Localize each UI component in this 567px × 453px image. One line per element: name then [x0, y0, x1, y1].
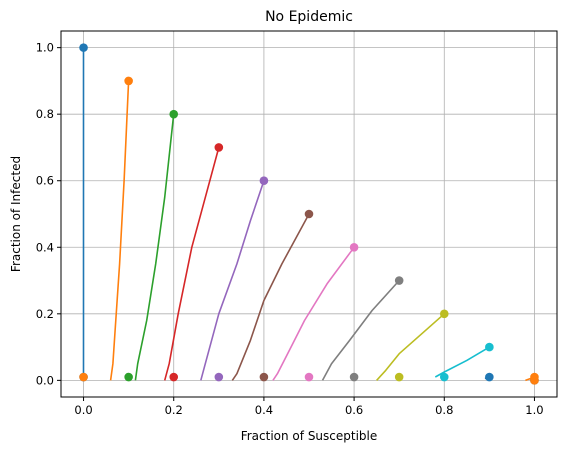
- series-line-5: [200, 180, 265, 381]
- series-start-point-1: [79, 43, 88, 52]
- series-line-10: [434, 346, 490, 378]
- y-tick-label: 0.4: [36, 240, 54, 254]
- series-start-point-9: [439, 309, 449, 319]
- series-line-9: [376, 313, 445, 381]
- y-tick-label: 0.2: [36, 307, 54, 321]
- series-end-point-12: [530, 376, 539, 385]
- series-end-point-5: [214, 372, 224, 382]
- series-end-point-6: [259, 372, 269, 382]
- x-axis-label: Fraction of Susceptible: [241, 429, 378, 443]
- axis-ticks: 0.0 0.2 0.4 0.6 0.8 1.0 0.0 0.2 0.4 0.6 0.8 1.0: [36, 41, 544, 417]
- series-start-point-5: [259, 176, 269, 186]
- x-tick-label: 0.0: [74, 403, 92, 417]
- series-start-point-2: [124, 76, 133, 86]
- series-line-8: [321, 279, 400, 381]
- series-start-point-3: [169, 109, 179, 119]
- series-end-point-4: [169, 372, 179, 382]
- series-line-2: [109, 80, 130, 381]
- y-tick-label: 1.0: [36, 41, 54, 55]
- x-tick-label: 0.4: [255, 403, 273, 417]
- series-end-point-7: [304, 372, 314, 382]
- x-tick-label: 0.6: [345, 403, 363, 417]
- x-tick-label: 0.2: [165, 403, 183, 417]
- series-start-point-6: [304, 209, 314, 219]
- series-start-point-7: [349, 242, 359, 252]
- y-tick-label: 0.8: [36, 107, 54, 121]
- series-markers: [79, 43, 539, 385]
- x-tick-label: 1.0: [525, 403, 543, 417]
- y-axis-label: Fraction of Infected: [9, 156, 23, 272]
- series-line-7: [272, 246, 355, 381]
- series-end-point-8: [349, 372, 359, 382]
- series-start-point-10: [485, 342, 494, 352]
- chart-title: No Epidemic: [265, 9, 353, 25]
- series-line-4: [163, 147, 220, 381]
- y-tick-label: 0.0: [36, 373, 54, 387]
- series-start-point-8: [394, 276, 404, 285]
- grid-lines: [61, 31, 557, 397]
- y-tick-label: 0.6: [36, 174, 54, 188]
- series-end-point-9: [394, 372, 404, 382]
- series-end-point-10: [439, 372, 449, 382]
- x-tick-label: 0.8: [435, 403, 453, 417]
- series-end-point-3: [124, 372, 133, 382]
- series-line-6: [231, 213, 310, 381]
- series-end-point-11: [485, 372, 494, 382]
- plot-frame: [60, 30, 558, 398]
- series-end-point-2: [79, 372, 88, 382]
- series-start-point-4: [214, 143, 224, 152]
- series-line-3: [134, 114, 175, 381]
